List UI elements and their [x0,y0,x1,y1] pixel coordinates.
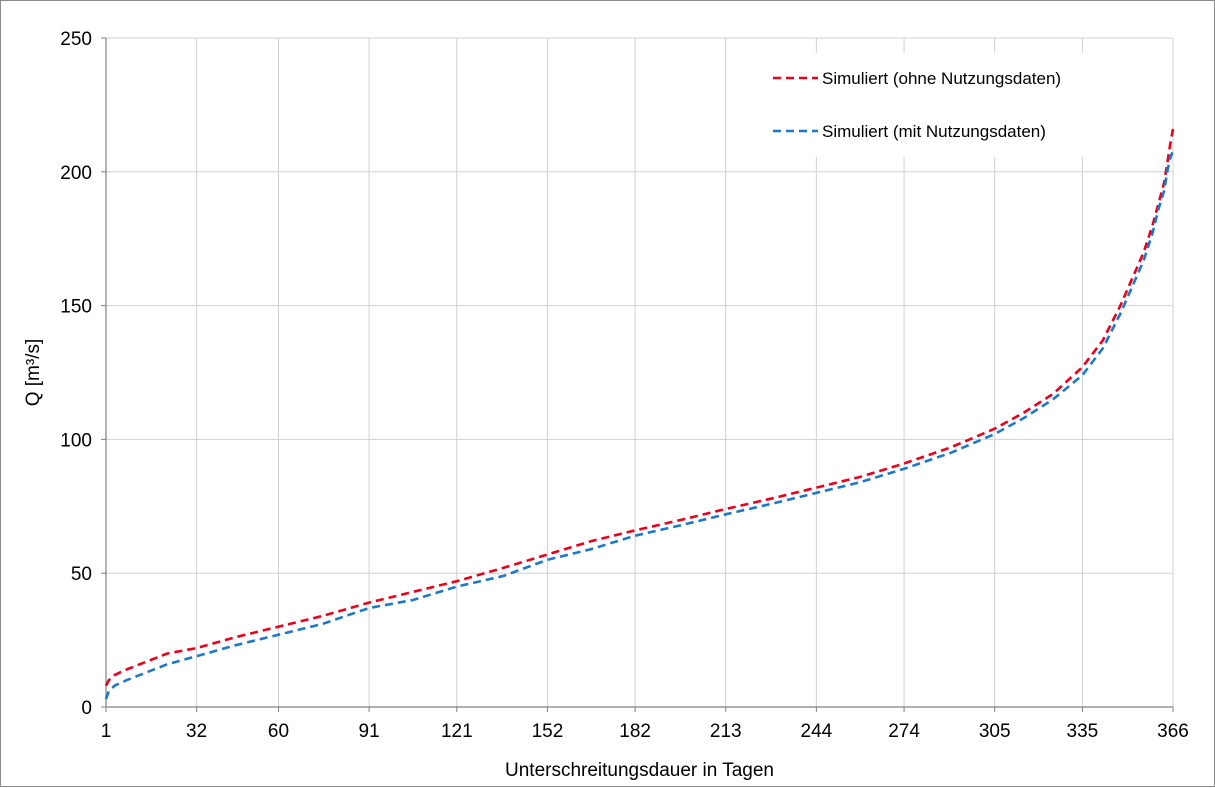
series-line-mit [104,149,1175,700]
x-tick-label: 244 [801,721,833,742]
legend: Simuliert (ohne Nutzungsdaten) Simuliert… [758,53,1124,157]
x-axis-title: Unterschreitungsdauer in Tagen [505,760,774,781]
x-tick-label: 152 [532,721,564,742]
x-tick-label: 335 [1067,721,1099,742]
x-tick-label: 1 [101,721,112,742]
x-tick-label: 366 [1157,721,1189,742]
y-axis-title: Q [m³/s] [23,339,44,407]
y-tick-label: 0 [81,698,92,719]
series-lines [104,128,1175,700]
x-tick-label: 60 [268,721,289,742]
x-tick-label: 182 [619,721,651,742]
tick-labels: 0 50 100 150 200 250 1 32 60 91 121 152 182 213 244 274… [60,29,1189,742]
axes [101,37,1174,712]
y-tick-label: 100 [60,430,92,451]
y-tick-label: 150 [60,297,92,318]
x-tick-label: 121 [441,721,473,742]
legend-box [758,53,1124,157]
x-tick-label: 91 [359,721,380,742]
x-tick-label: 32 [186,721,207,742]
legend-label-mit: Simuliert (mit Nutzungsdaten) [822,122,1046,141]
y-tick-label: 50 [71,564,92,585]
x-tick-label: 305 [979,721,1011,742]
x-tick-label: 213 [710,721,742,742]
x-tick-label: 274 [888,721,920,742]
legend-label-ohne: Simuliert (ohne Nutzungsdaten) [822,69,1061,88]
y-tick-label: 200 [60,163,92,184]
series-line-ohne [104,128,1175,687]
y-tick-label: 250 [60,29,92,50]
